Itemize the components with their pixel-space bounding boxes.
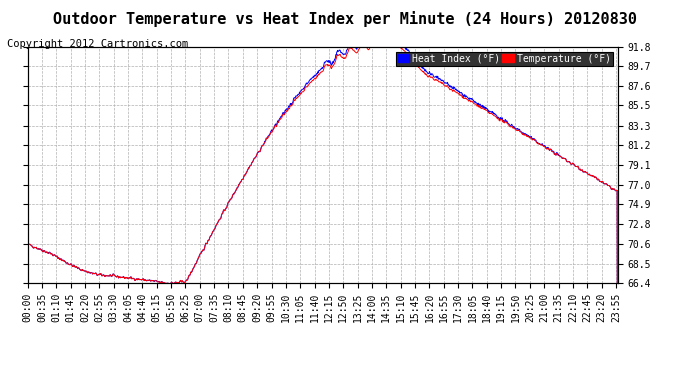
Text: Copyright 2012 Cartronics.com: Copyright 2012 Cartronics.com bbox=[7, 39, 188, 50]
Legend: Heat Index (°F), Temperature (°F): Heat Index (°F), Temperature (°F) bbox=[395, 52, 613, 66]
Text: Outdoor Temperature vs Heat Index per Minute (24 Hours) 20120830: Outdoor Temperature vs Heat Index per Mi… bbox=[53, 11, 637, 27]
